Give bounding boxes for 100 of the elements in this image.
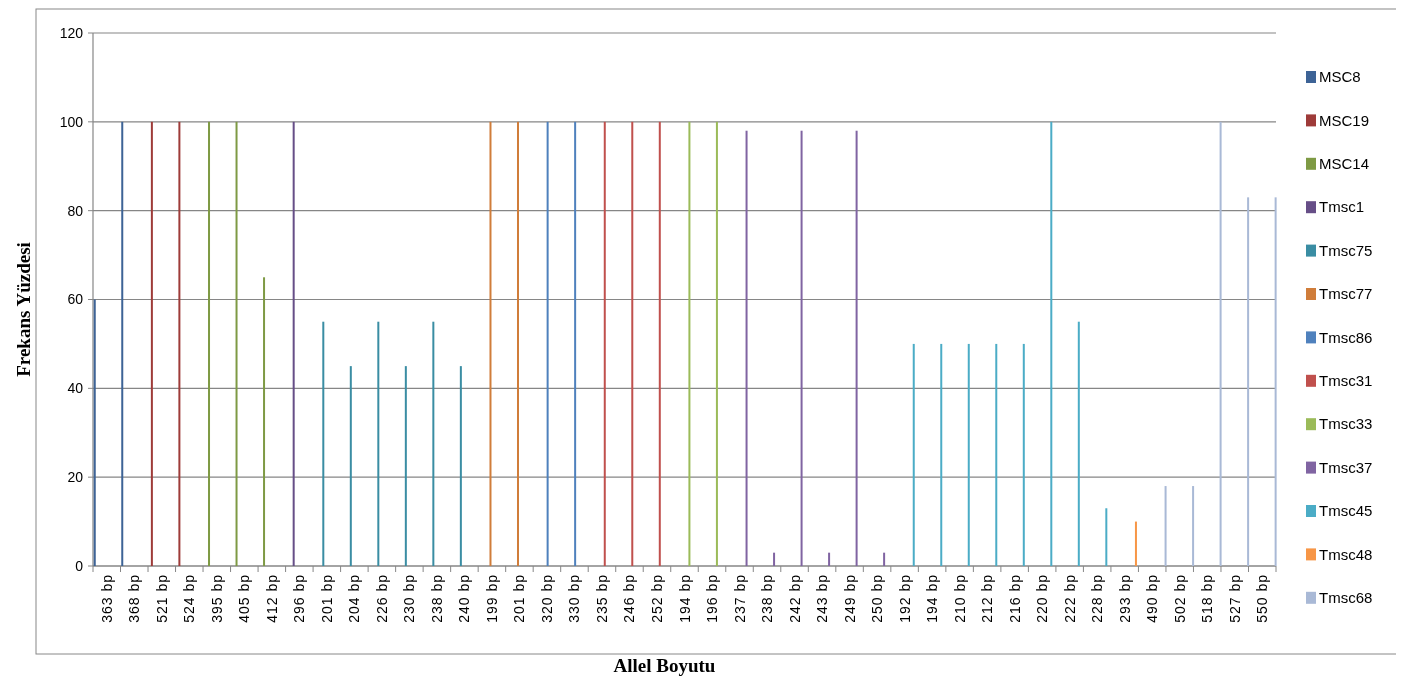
bar bbox=[631, 121, 634, 566]
y-tick-label: 100 bbox=[59, 113, 84, 130]
legend-label: Tmsc48 bbox=[1319, 545, 1373, 563]
bar bbox=[349, 366, 352, 566]
y-tick-label: 60 bbox=[67, 291, 84, 308]
bar bbox=[1077, 321, 1080, 566]
legend-label: Tmsc75 bbox=[1319, 241, 1373, 259]
legend-label: Tmsc45 bbox=[1319, 502, 1373, 520]
x-tick-label: 405 bp bbox=[236, 574, 253, 623]
x-tick-label: 220 bp bbox=[1034, 574, 1051, 623]
legend-label: MSC14 bbox=[1319, 155, 1370, 173]
legend-label: MSC8 bbox=[1319, 68, 1361, 86]
x-tick-label: 249 bp bbox=[841, 574, 858, 623]
bar bbox=[855, 130, 858, 566]
bar bbox=[1105, 508, 1108, 566]
x-tick-label: 296 bp bbox=[291, 574, 308, 623]
bar bbox=[178, 121, 181, 566]
bar bbox=[489, 121, 492, 566]
bar bbox=[995, 343, 998, 566]
bar bbox=[658, 121, 661, 566]
x-tick-label: 196 bp bbox=[704, 574, 721, 623]
bar bbox=[574, 121, 577, 566]
x-tick-label: 238 bp bbox=[759, 574, 776, 623]
x-tick-label: 412 bp bbox=[263, 574, 280, 623]
bar bbox=[208, 121, 211, 566]
legend-label: Tmsc86 bbox=[1319, 328, 1373, 346]
x-tick-label: 204 bp bbox=[346, 574, 363, 623]
bar bbox=[1050, 121, 1053, 566]
bar bbox=[828, 552, 831, 566]
legend-label: Tmsc37 bbox=[1319, 458, 1373, 476]
legend-label: Tmsc68 bbox=[1319, 589, 1373, 607]
x-tick-label: 194 bp bbox=[676, 574, 693, 623]
x-tick-label: 320 bp bbox=[538, 574, 555, 623]
x-tick-label: 194 bp bbox=[924, 574, 941, 623]
x-tick-label: 228 bp bbox=[1089, 574, 1106, 623]
bar bbox=[1274, 197, 1277, 566]
x-tick-label: 502 bp bbox=[1171, 574, 1188, 623]
x-tick-label: 293 bp bbox=[1116, 574, 1133, 623]
bar bbox=[404, 366, 407, 566]
legend-label: Tmsc31 bbox=[1319, 372, 1373, 390]
bar bbox=[93, 299, 96, 566]
bar bbox=[322, 321, 325, 566]
bar bbox=[1219, 121, 1222, 566]
legend-label: Tmsc33 bbox=[1319, 415, 1373, 433]
legend-label: Tmsc1 bbox=[1319, 198, 1364, 216]
x-tick-label: 550 bp bbox=[1254, 574, 1271, 623]
y-tick-label: 120 bbox=[59, 24, 84, 41]
x-tick-label: 222 bp bbox=[1061, 574, 1078, 623]
bar bbox=[1192, 486, 1195, 566]
x-tick-label: 230 bp bbox=[401, 574, 418, 623]
bar bbox=[1134, 521, 1137, 566]
x-tick-label: 240 bp bbox=[456, 574, 473, 623]
x-tick-label: 226 bp bbox=[373, 574, 390, 623]
legend-label: MSC19 bbox=[1319, 111, 1370, 129]
bar bbox=[377, 321, 380, 566]
y-tick-label: 80 bbox=[67, 202, 84, 219]
y-tick-label: 40 bbox=[67, 380, 84, 397]
x-tick-label: 238 bp bbox=[428, 574, 445, 623]
bar bbox=[1022, 343, 1025, 566]
bar bbox=[546, 121, 549, 566]
bar bbox=[432, 321, 435, 566]
bar bbox=[235, 121, 238, 566]
bar bbox=[940, 343, 943, 566]
x-tick-label: 199 bp bbox=[483, 574, 500, 623]
bar bbox=[912, 343, 915, 566]
legend-label: Tmsc77 bbox=[1319, 285, 1373, 303]
x-tick-label: 518 bp bbox=[1199, 574, 1216, 623]
bar bbox=[263, 277, 266, 566]
x-tick-label: 201 bp bbox=[318, 574, 335, 623]
x-tick-label: 330 bp bbox=[566, 574, 583, 623]
x-tick-label: 243 bp bbox=[814, 574, 831, 623]
bar bbox=[1247, 197, 1250, 566]
y-tick-label: 20 bbox=[67, 469, 84, 486]
bar bbox=[121, 121, 124, 566]
bar bbox=[800, 130, 803, 566]
x-tick-label: 395 bp bbox=[208, 574, 225, 623]
bar bbox=[603, 121, 606, 566]
bar bbox=[715, 121, 718, 566]
x-tick-label: 521 bp bbox=[153, 574, 170, 623]
bar bbox=[773, 552, 776, 566]
bar bbox=[292, 121, 295, 566]
bar bbox=[745, 130, 748, 566]
x-tick-label: 237 bp bbox=[731, 574, 748, 623]
bar bbox=[883, 552, 886, 566]
x-tick-label: 252 bp bbox=[648, 574, 665, 623]
x-tick-label: 210 bp bbox=[951, 574, 968, 623]
x-tick-label: 368 bp bbox=[126, 574, 143, 623]
x-tick-label: 201 bp bbox=[511, 574, 528, 623]
bar bbox=[967, 343, 970, 566]
bar bbox=[517, 121, 519, 566]
x-axis-title: Allel Boyutu bbox=[613, 655, 716, 676]
x-tick-label: 246 bp bbox=[621, 574, 638, 623]
bar bbox=[150, 121, 153, 566]
x-tick-label: 363 bp bbox=[98, 574, 115, 623]
bar bbox=[1164, 486, 1167, 566]
x-tick-label: 524 bp bbox=[181, 574, 198, 623]
x-tick-label: 235 bp bbox=[593, 574, 610, 623]
x-tick-label: 216 bp bbox=[1006, 574, 1023, 623]
y-tick-label: 0 bbox=[75, 557, 84, 574]
x-tick-label: 527 bp bbox=[1226, 574, 1243, 623]
